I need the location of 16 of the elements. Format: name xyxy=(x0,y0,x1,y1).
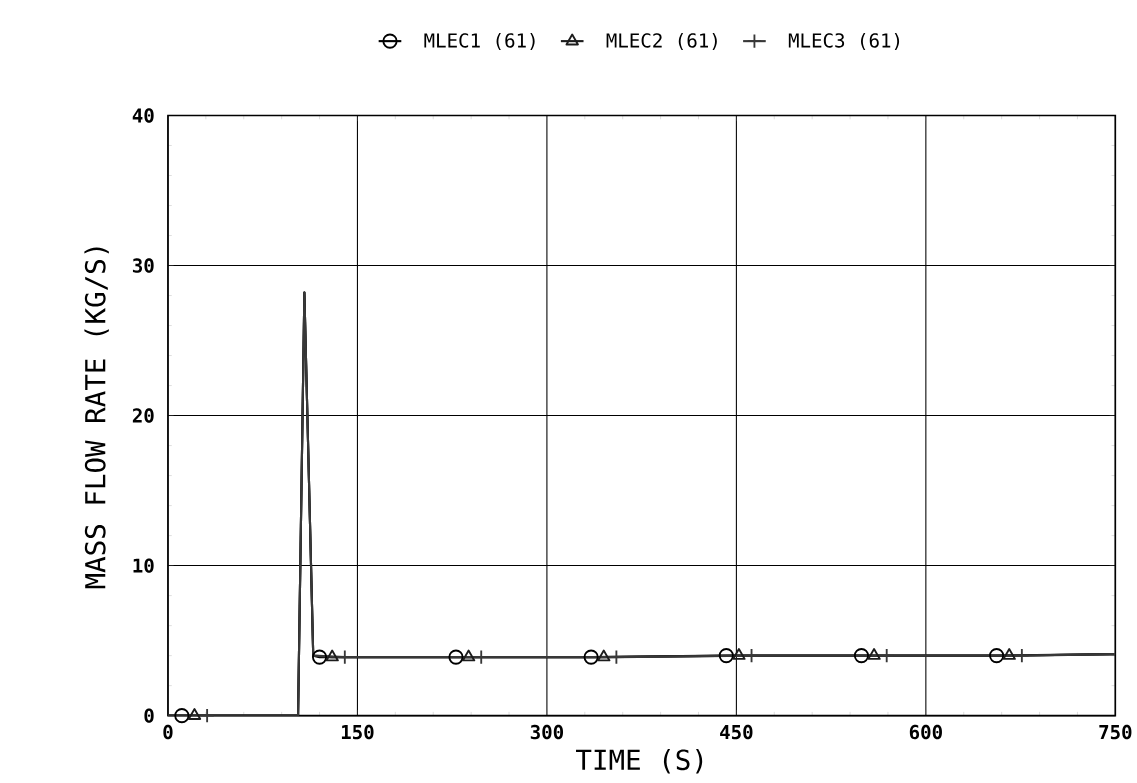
x-tick-label: 150 xyxy=(341,724,374,740)
legend-label: MLEC3 (61) xyxy=(788,32,900,50)
y-tick-label: 40 xyxy=(132,108,154,123)
legend-label: MLEC1 (61) xyxy=(424,32,535,50)
y-axis-title: MASS FLOW RATE (KG/S) xyxy=(84,247,109,589)
y-tick-label: 20 xyxy=(132,408,154,423)
x-axis-title: TIME (S) xyxy=(576,749,703,774)
x-tick-label: 450 xyxy=(720,724,753,740)
legend-label: MLEC2 (61) xyxy=(606,32,717,50)
y-tick-label: 10 xyxy=(133,558,154,573)
x-tick-label: 300 xyxy=(530,724,564,740)
x-tick-label: 600 xyxy=(909,724,942,740)
y-tick-label: 0 xyxy=(144,708,154,723)
x-tick-label: 750 xyxy=(1099,724,1132,740)
y-tick-label: 30 xyxy=(132,258,154,273)
x-tick-label: 0 xyxy=(163,724,173,740)
